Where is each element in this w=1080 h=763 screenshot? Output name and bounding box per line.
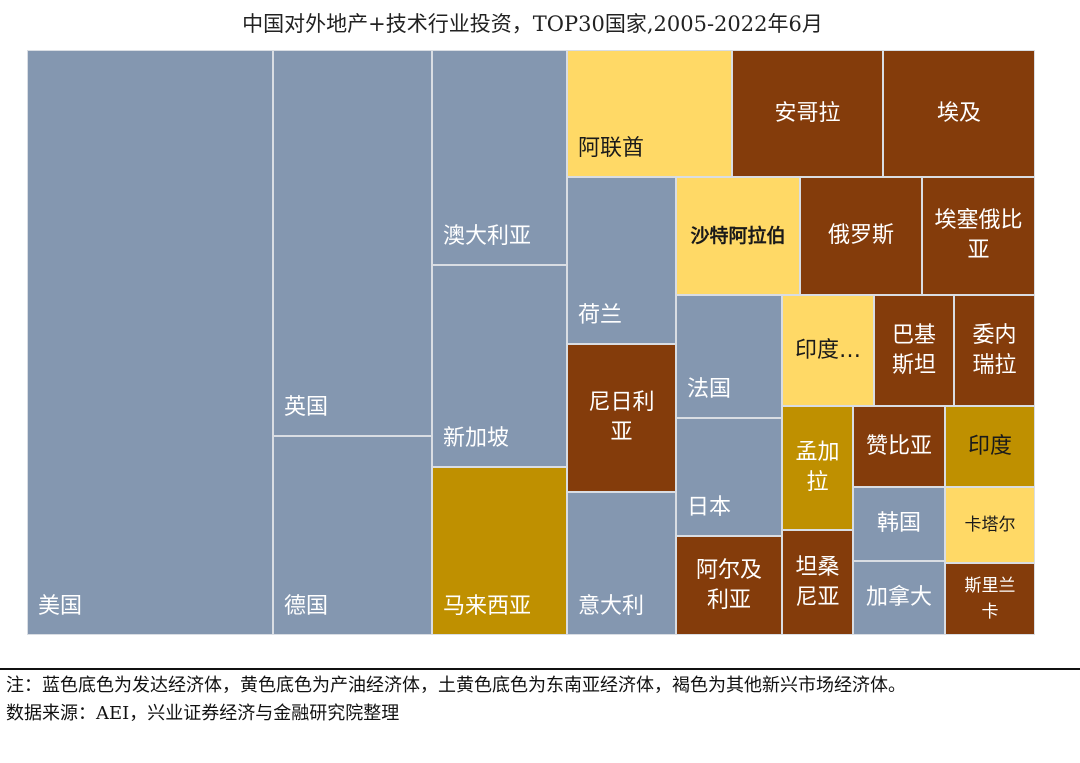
treemap-cell-label: 卡塔尔 <box>964 515 1016 535</box>
treemap-cell-label: 意大利 <box>578 594 645 619</box>
source-note: 数据来源：AEI，兴业证券经济与金融研究院整理 <box>6 703 400 724</box>
treemap-cell-label: 安哥拉 <box>774 100 841 126</box>
treemap-cell-label: 马来西亚 <box>443 594 532 619</box>
treemap-cell: 美国 <box>27 50 273 635</box>
treemap-cell-label: 英国 <box>284 395 329 420</box>
treemap-cell-label: 阿尔及 利亚 <box>695 557 762 613</box>
treemap-cell-label: 沙特阿拉伯 <box>690 225 786 247</box>
chart-notes: 注：蓝色底色为发达经济体，黄色底色为产油经济体，土黄色底色为东南亚经济体，褐色为… <box>6 672 1074 728</box>
treemap-cell-label: 斯里兰 卡 <box>964 576 1016 622</box>
treemap-cell: 马来西亚 <box>432 467 567 635</box>
treemap-cell-label: 孟加 拉 <box>795 440 840 495</box>
treemap-cell-label: 印度… <box>794 337 861 363</box>
treemap-cell-label: 印度 <box>967 433 1012 459</box>
treemap-cell-label: 韩国 <box>876 511 921 536</box>
treemap-cell: 斯里兰 卡 <box>945 563 1035 635</box>
treemap-cell-label: 赞比亚 <box>865 433 932 459</box>
treemap-cell: 俄罗斯 <box>800 177 922 295</box>
treemap-cell: 意大利 <box>567 492 676 635</box>
treemap-cell: 英国 <box>273 50 432 436</box>
treemap-cell: 加拿大 <box>853 561 945 635</box>
treemap-cell: 荷兰 <box>567 177 676 344</box>
treemap-cell-label: 澳大利亚 <box>443 224 532 249</box>
treemap-cell-label: 德国 <box>284 594 329 619</box>
treemap-cell-label: 委内 瑞拉 <box>972 322 1017 378</box>
treemap-cell: 韩国 <box>853 487 945 561</box>
treemap-cell: 委内 瑞拉 <box>954 295 1035 406</box>
treemap-cell: 安哥拉 <box>732 50 883 177</box>
treemap-cell: 孟加 拉 <box>782 406 853 530</box>
treemap-cell: 沙特阿拉伯 <box>676 177 800 295</box>
treemap-cell-label: 俄罗斯 <box>827 223 894 248</box>
treemap-cell-label: 加拿大 <box>865 585 932 610</box>
treemap-cell: 巴基 斯坦 <box>874 295 954 406</box>
treemap-cell: 坦桑 尼亚 <box>782 530 853 635</box>
treemap-cell-label: 尼日利 亚 <box>588 390 655 445</box>
treemap-cell: 阿尔及 利亚 <box>676 536 782 635</box>
treemap-cell: 德国 <box>273 436 432 635</box>
treemap-cell: 日本 <box>676 418 782 536</box>
treemap-cell-label: 日本 <box>687 495 732 520</box>
treemap-cell-label: 坦桑 尼亚 <box>795 554 840 610</box>
treemap-cell: 印度 <box>945 406 1035 487</box>
treemap-cell-label: 新加坡 <box>443 426 510 451</box>
treemap-cell: 阿联酋 <box>567 50 732 177</box>
treemap-cell-label: 法国 <box>687 377 732 402</box>
treemap-cell-label: 阿联酋 <box>578 136 645 161</box>
treemap-cell: 印度… <box>782 295 874 406</box>
treemap-cell: 澳大利亚 <box>432 50 567 265</box>
treemap-cell-label: 巴基 斯坦 <box>891 322 936 378</box>
treemap-cell-label: 埃及 <box>936 100 981 126</box>
treemap-cell: 埃及 <box>883 50 1035 177</box>
treemap-cell: 卡塔尔 <box>945 487 1035 563</box>
treemap-cell: 赞比亚 <box>853 406 945 487</box>
treemap-cell: 埃塞俄比 亚 <box>922 177 1035 295</box>
chart-title: 中国对外地产+技术行业投资，TOP30国家,2005-2022年6月 <box>242 12 823 36</box>
treemap-cell-label: 埃塞俄比 亚 <box>934 208 1023 263</box>
treemap-cell: 法国 <box>676 295 782 418</box>
treemap-cell: 新加坡 <box>432 265 567 467</box>
notes-divider <box>0 668 1080 670</box>
legend-note: 注：蓝色底色为发达经济体，黄色底色为产油经济体，土黄色底色为东南亚经济体，褐色为… <box>6 675 906 696</box>
treemap-cell-label: 美国 <box>38 594 83 619</box>
treemap-cell-label: 荷兰 <box>578 303 623 328</box>
treemap-cell: 尼日利 亚 <box>567 344 676 492</box>
